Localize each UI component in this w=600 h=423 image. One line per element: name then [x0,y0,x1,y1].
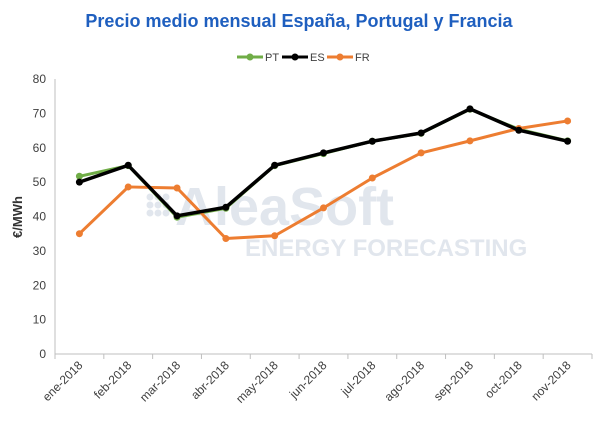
x-tick-label: jun-2018 [286,358,330,402]
x-tick-label: jul-2018 [338,358,379,399]
y-tick-label: 70 [33,106,47,120]
legend-item-es: ES [282,52,325,64]
y-tick-label: 60 [33,141,47,155]
data-point [564,137,572,145]
y-tick-label: 30 [33,244,47,258]
data-point [271,161,279,169]
legend-item-pt: PT [237,52,279,64]
x-tick-label: sep-2018 [431,358,477,404]
data-point [368,174,376,182]
y-tick-label: 50 [33,175,47,189]
y-tick-label: 0 [39,347,46,361]
data-point [417,129,425,137]
x-tick-label: oct-2018 [482,358,525,401]
data-point [368,137,376,145]
data-point [173,184,181,192]
legend-marker [336,53,344,61]
data-point [75,172,83,180]
series-fr [75,117,572,242]
data-point [466,105,474,113]
y-tick-label: 40 [33,210,47,224]
data-point [222,203,230,211]
data-point [564,117,572,125]
x-tick-label: abr-2018 [188,358,232,402]
data-point [75,178,83,186]
legend-item-fr: FR [327,52,370,64]
y-tick-label: 10 [33,313,47,327]
x-tick-label: feb-2018 [91,358,135,402]
y-axis-label: €/MWh [10,196,25,238]
data-point [173,212,181,220]
legend: PT ES FR [237,52,370,64]
legend-marker [291,53,299,61]
y-tick-label: 80 [33,72,47,86]
data-point [466,137,474,145]
data-point [515,126,523,134]
legend-label: PT [265,52,279,64]
data-point [222,235,230,242]
x-tick-label: mar-2018 [137,358,183,404]
data-point [124,161,132,169]
y-axis: 0 10 20 30 40 50 60 70 80 [33,72,56,361]
x-tick-label: nov-2018 [528,358,574,404]
watermark: AleaSoft ENERGY FORECASTING [146,177,527,262]
legend-label: ES [310,52,325,64]
series-es [75,105,572,220]
x-tick-label: ene-2018 [40,358,86,404]
legend-marker [246,53,254,61]
watermark-line2: ENERGY FORECASTING [245,235,527,262]
x-axis: ene-2018 feb-2018 mar-2018 abr-2018 may-2018… [40,353,593,406]
x-tick-label: may-2018 [233,358,281,406]
data-point [417,149,425,157]
legend-label: FR [355,52,370,64]
y-tick-label: 20 [33,278,47,292]
data-point [271,232,279,240]
series-layer [75,105,572,242]
data-point [124,183,132,191]
data-point [320,149,327,157]
data-point [75,230,83,238]
x-tick-label: ago-2018 [381,358,427,404]
chart-title: Precio medio mensual España, Portugal y … [85,11,513,31]
data-point [320,204,327,212]
